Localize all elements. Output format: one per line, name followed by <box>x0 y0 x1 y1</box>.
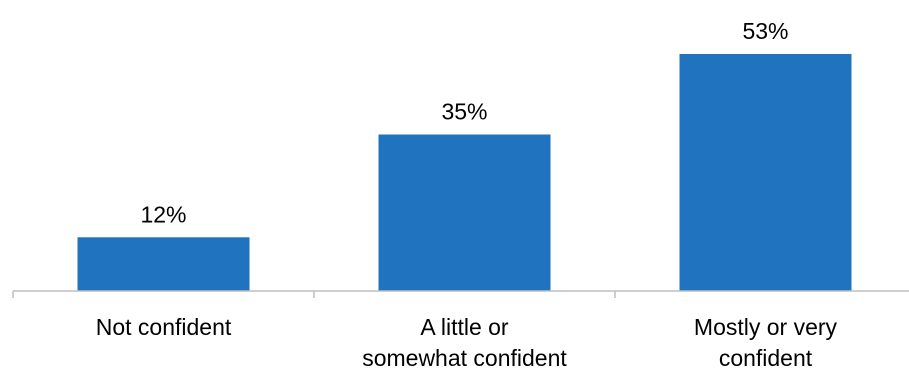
data-label-2: 35% <box>441 99 487 125</box>
value-labels-group: 12% 35% 53% <box>140 18 788 227</box>
data-label-3: 53% <box>742 18 788 44</box>
category-label-line: Mostly or very <box>694 314 838 340</box>
category-label-2: A little or somewhat confident <box>362 314 567 371</box>
category-label-3: Mostly or very confident <box>694 314 838 371</box>
bars-group <box>77 54 852 291</box>
category-label-line: somewhat confident <box>362 345 567 371</box>
category-label-line: A little or <box>420 314 509 340</box>
category-label-line: Not confident <box>96 314 232 340</box>
x-axis <box>12 290 909 298</box>
bar-3 <box>679 54 852 291</box>
bar-1 <box>77 237 250 291</box>
bar-2 <box>378 134 551 291</box>
category-label-line: confident <box>719 345 813 371</box>
category-labels-group: Not confident A little or somewhat confide… <box>96 314 838 371</box>
category-label-1: Not confident <box>96 314 232 340</box>
data-label-1: 12% <box>140 201 186 227</box>
